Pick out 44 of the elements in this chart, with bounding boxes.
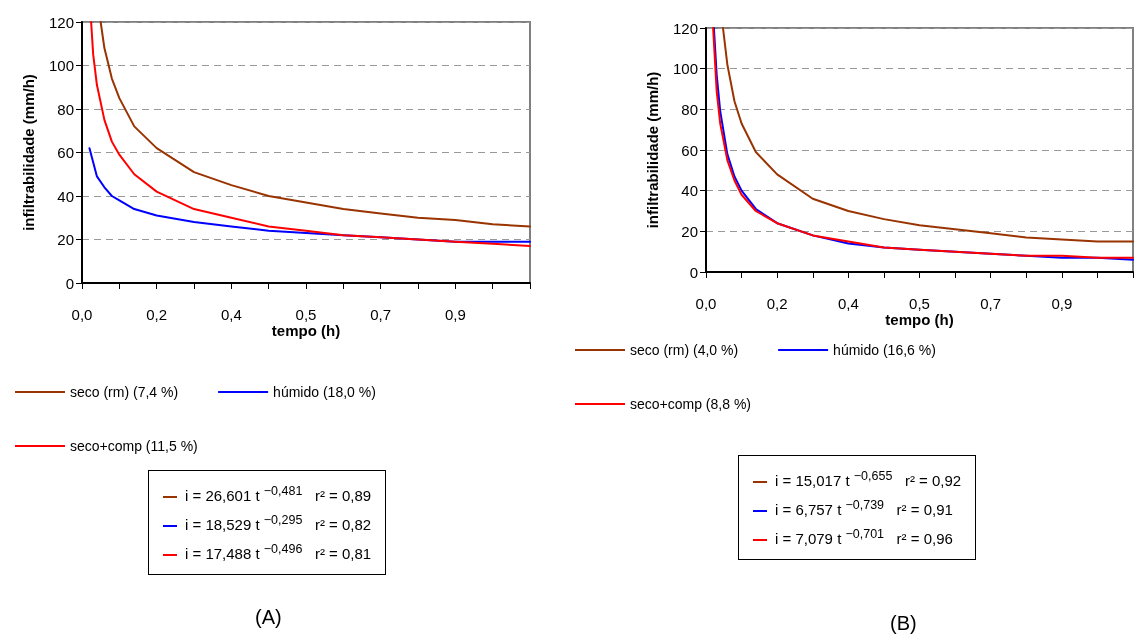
x-tick-label: 0,4	[837, 295, 859, 312]
x-tick-label: 0,9	[1051, 295, 1073, 312]
legend-label: seco+comp (11,5 %)	[70, 438, 198, 454]
y-tick-label: 20	[57, 231, 74, 248]
y-tick-label: 100	[672, 60, 698, 78]
x-tick-label: 0,7	[370, 306, 392, 323]
text: i = 18,529 t $^{−0,295}$ r² = 0,82	[185, 513, 372, 533]
text: (B)	[890, 612, 917, 635]
y-tick-label: 80	[681, 100, 698, 118]
y-tick-label: 120	[672, 19, 698, 37]
legend-label: seco (rm) (7,4 %)	[70, 384, 179, 400]
x-tick-label: 0,0	[695, 295, 717, 312]
x-tick-label: 0,0	[71, 306, 93, 323]
y-tick-label: 80	[57, 100, 74, 118]
y-tick-label: 60	[57, 144, 74, 161]
legend-label: húmido (18,0 %)	[273, 384, 376, 400]
text: i = 6,757 t $^{−0,739}$ r² = 0,91	[775, 498, 953, 518]
text: (A)	[255, 606, 282, 629]
y-tick-label: 40	[681, 182, 698, 200]
text: i = 17,488 t $^{−0,496}$ r² = 0,81	[185, 542, 372, 562]
y-tick-label: 0	[65, 274, 74, 292]
text: i = 15,017 t $^{−0,655}$ r² = 0,92	[775, 469, 962, 489]
y-tick-label: 0	[689, 263, 698, 281]
x-tick-label: 0,4	[220, 306, 242, 323]
y-tick-label: 100	[48, 57, 74, 74]
legend-label: seco (rm) (4,0 %)	[630, 342, 739, 358]
x-tick-label: 0,5	[295, 306, 317, 323]
x-tick-label: 0,5	[909, 295, 930, 312]
y-tick-label: 60	[681, 141, 698, 159]
y-tick-label: 20	[681, 222, 698, 240]
legend-label: húmido (16,6 %)	[833, 342, 936, 358]
x-tick-label: 0,2	[766, 295, 788, 312]
x-tick-label: 0,9	[444, 306, 466, 323]
y-tick-label: 40	[57, 187, 74, 205]
x-tick-label: 0,2	[146, 306, 168, 323]
text: i = 26,601 t $^{−0,481}$ r² = 0,89	[185, 484, 372, 504]
x-axis-title: tempo (h)	[885, 310, 954, 328]
y-axis-title: infiltrabilidade (mm/h)	[644, 71, 661, 229]
x-axis-title: tempo (h)	[271, 321, 341, 339]
text: i = 7,079 t $^{−0,701}$ r² = 0,96	[775, 527, 953, 547]
x-tick-label: 0,7	[980, 295, 1002, 312]
y-axis-title: infiltrabilidade (mm/h)	[20, 74, 37, 231]
y-tick-label: 120	[48, 13, 74, 31]
legend-label: seco+comp (8,8 %)	[630, 396, 751, 412]
